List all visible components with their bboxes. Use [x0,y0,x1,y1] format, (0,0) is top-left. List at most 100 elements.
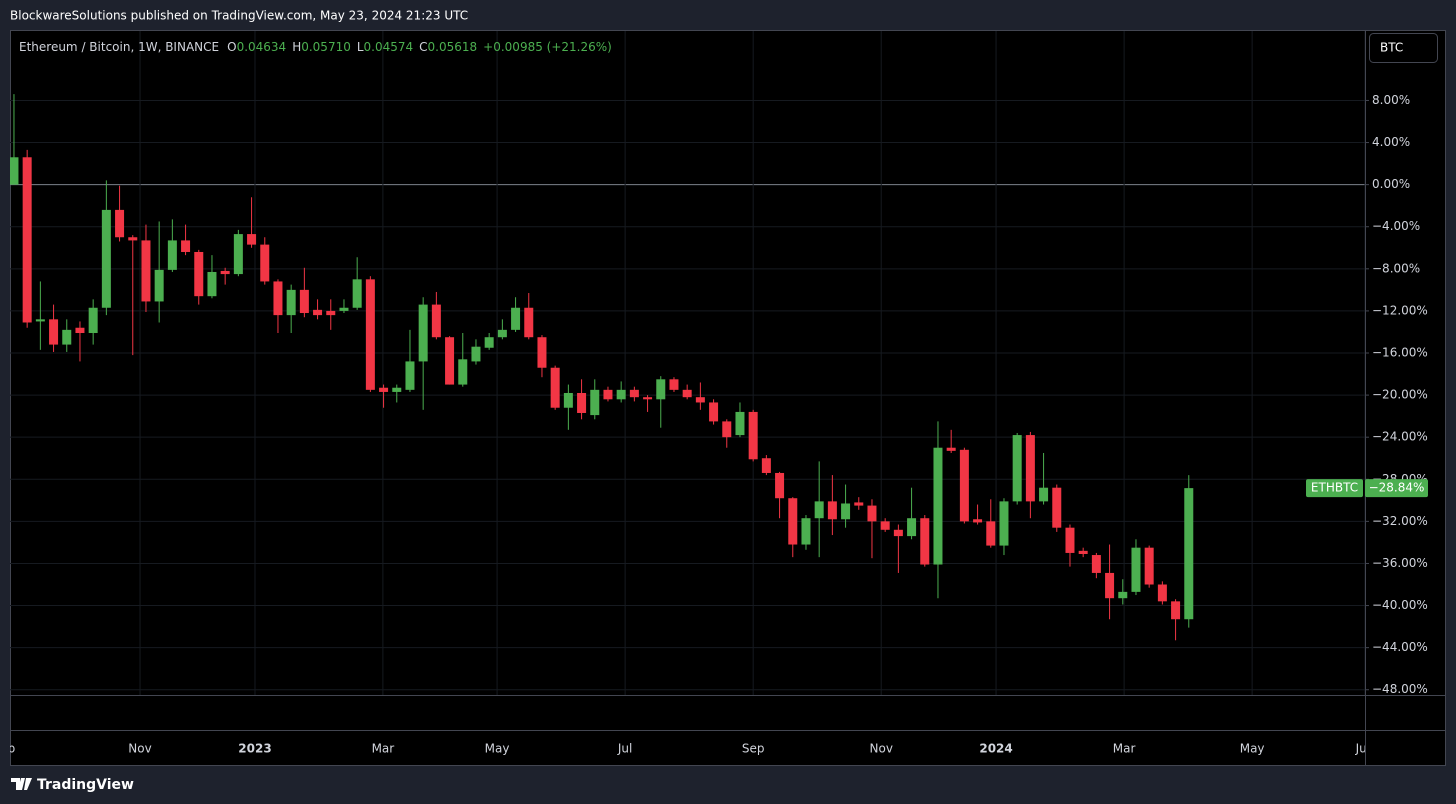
candle-body [49,319,59,345]
candle-body [735,411,745,436]
candle-body [62,329,72,345]
x-tick-label: 2023 [238,742,271,756]
candle-body [880,521,890,530]
candle-body [88,307,98,334]
candle-body [999,501,1009,546]
logo-icon [11,778,32,790]
candle-body [379,387,389,392]
last-price-label: −28.84% [1369,481,1425,495]
candle-body [1157,584,1167,602]
candle-body [405,361,415,390]
y-tick-label: −20.00% [1372,388,1428,402]
candle-body [761,458,771,473]
y-tick-label: −32.00% [1372,514,1428,528]
candle-body [946,447,956,451]
candle-body [682,389,692,398]
legend: Ethereum / Bitcoin, 1W, BINANCE O0.04634 H… [19,40,612,54]
x-tick-label: Mar [372,742,395,756]
candle-body [445,337,455,385]
candle-body [973,519,983,523]
y-tick-label: −24.00% [1372,430,1428,444]
candle-body [893,529,903,537]
currency-button[interactable] [1369,33,1438,63]
candle-body [550,367,560,408]
candle-body [141,240,151,302]
x-tick-label: May [485,742,510,756]
candle-body [775,472,785,499]
legend-change: +0.00985 (+21.26%) [483,40,612,54]
candle-body [471,346,481,362]
candle-body [207,271,217,297]
candle-body [260,244,270,282]
candle-body [1052,487,1062,528]
candle-body [220,270,230,275]
candle-body [814,501,824,519]
last-price-tag [1365,479,1428,498]
candle-body [1118,591,1128,599]
candle-body [1144,547,1154,585]
candle-body [524,307,534,338]
candle-body [101,209,111,308]
candle-body [801,518,811,545]
legend-title: Ethereum / Bitcoin, 1W, BINANCE [19,40,219,54]
candle-body [1078,550,1088,554]
candle-body [181,240,191,252]
candle-body [497,329,507,338]
candle-body [563,392,573,408]
header-text: BlockwareSolutions published on TradingV… [10,9,468,23]
candle-body [247,234,257,245]
candle-body [128,237,138,241]
candle-body [22,157,32,323]
candle-body [788,498,798,545]
candle-body [273,281,283,316]
x-tick-label: Nov [870,742,893,756]
y-tick-label: −40.00% [1372,598,1428,612]
candle-body [1184,488,1194,620]
candle-body [986,521,996,546]
legend-row: Ethereum / Bitcoin, 1W, BINANCE O0.04634 H… [19,40,612,54]
candle-body [233,234,243,275]
candle-body [115,209,125,238]
x-tick-label: Nov [128,742,151,756]
candle-body [1105,572,1115,599]
candle-body [590,389,600,416]
x-tick-label: Jun [1355,742,1375,756]
y-tick-label: −16.00% [1372,346,1428,360]
candle-body [167,240,177,270]
x-tick-label: Jul [617,742,632,756]
candle-body [194,251,204,297]
candle-body [511,307,521,330]
legend-ohlc-value: 0.05710 [301,40,351,54]
y-tick-label: 4.00% [1372,135,1410,149]
legend-ohlc-label: H [292,40,301,54]
candle-body [10,157,19,185]
chart-frame [10,30,1446,766]
candle-body [603,389,613,400]
candle-body [616,389,626,400]
y-tick-label: −44.00% [1372,640,1428,654]
candle-body [1171,601,1181,620]
candle-body [431,304,441,338]
candle-body [577,392,587,413]
legend-ohlc-value: 0.05618 [428,40,478,54]
candle-body [458,359,468,385]
candle-body [907,518,917,537]
candles [10,94,1194,641]
x-tick-label: 2024 [979,742,1012,756]
y-tick-label: −36.00% [1372,556,1428,570]
y-tick-label: −12.00% [1372,303,1428,317]
footer-text: TradingView [37,777,134,793]
time-axis: Sep Nov 2023 Mar May Jul Sep Nov 2024 Mar May Jun [10,742,1375,756]
series-name-tag [1306,479,1363,498]
candle-body [537,337,547,368]
candle-body [484,337,494,348]
candle-body [959,449,969,522]
currency-button-label[interactable]: BTC [1380,41,1403,55]
candle-body [841,503,851,520]
candle-body [643,397,653,400]
y-tick-label: −48.00% [1372,682,1428,696]
candle-body [154,269,164,302]
candle-body [854,502,864,506]
